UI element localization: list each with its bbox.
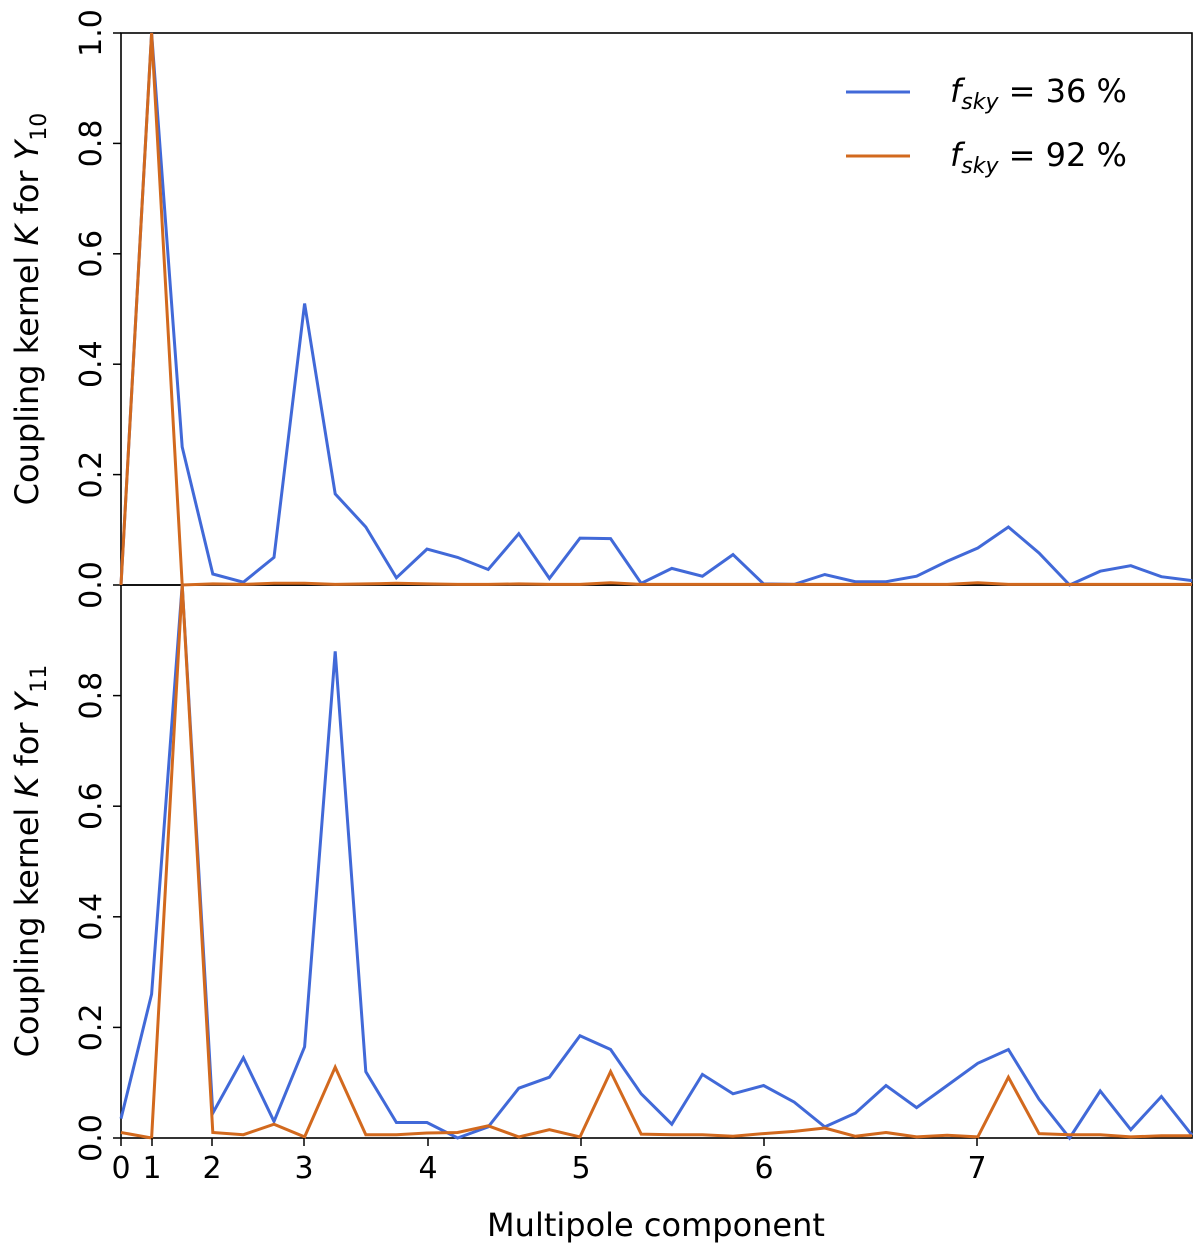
- legend-label-fsky92: fsky = 92 %: [950, 136, 1127, 179]
- legend-label-fsky36: fsky = 36 %: [950, 72, 1127, 115]
- legend: fsky = 36 % fsky = 92 %: [846, 72, 1127, 179]
- panel-y11-ytick-label-4: 0.8: [74, 672, 109, 720]
- panel-y11-ytick-label-3: 0.6: [74, 782, 109, 830]
- panel-y10-series-fsky92: [119, 32, 1192, 587]
- panel-y10-ytick-label-0: 0.0: [74, 561, 109, 609]
- panel-y11-ytick-label-1: 0.2: [74, 1004, 109, 1052]
- xtick-label-2: 2: [202, 1151, 221, 1186]
- panel-y10-ytick-label-3: 0.6: [74, 230, 109, 278]
- panel-y11-ytick-label-2: 0.4: [74, 893, 109, 941]
- panel-y10-ylabel: Coupling kernel K for Y10: [8, 113, 52, 506]
- xtick-label-7: 7: [967, 1151, 986, 1186]
- xtick-label-4: 4: [418, 1151, 437, 1186]
- panel-y11-ytick-label-0: 0.0: [74, 1114, 109, 1162]
- chart-marks: 0.0 0.2 0.4 0.6 0.8 1.0 0.0 0.2 0.4 0.6 0.8 0 1 2 3 4 5 6…: [74, 9, 1194, 1186]
- x-axis-title: Multipole component: [487, 1206, 825, 1244]
- panel-y11-series-fsky92: [120, 584, 1192, 1140]
- panel-y11-series-fsky36: [119, 584, 1194, 1141]
- xtick-label-6: 6: [754, 1151, 773, 1186]
- panel-y10-series-fsky36: [119, 32, 1193, 587]
- xtick-label-5: 5: [571, 1151, 590, 1186]
- panel-y11-ylabel: Coupling kernel K for Y11: [8, 665, 52, 1058]
- panel-y11-frame: [120, 584, 1193, 1139]
- panel-y10-ytick-label-2: 0.4: [74, 340, 109, 388]
- panel-y10-ytick-label-5: 1.0: [74, 9, 109, 57]
- panel-y10-ytick-label-1: 0.2: [74, 451, 109, 499]
- xtick-label-1: 1: [142, 1151, 161, 1186]
- panel-y10-ytick-label-4: 0.8: [74, 120, 109, 168]
- xtick-label-0: 0: [111, 1151, 130, 1186]
- xtick-label-3: 3: [294, 1151, 313, 1186]
